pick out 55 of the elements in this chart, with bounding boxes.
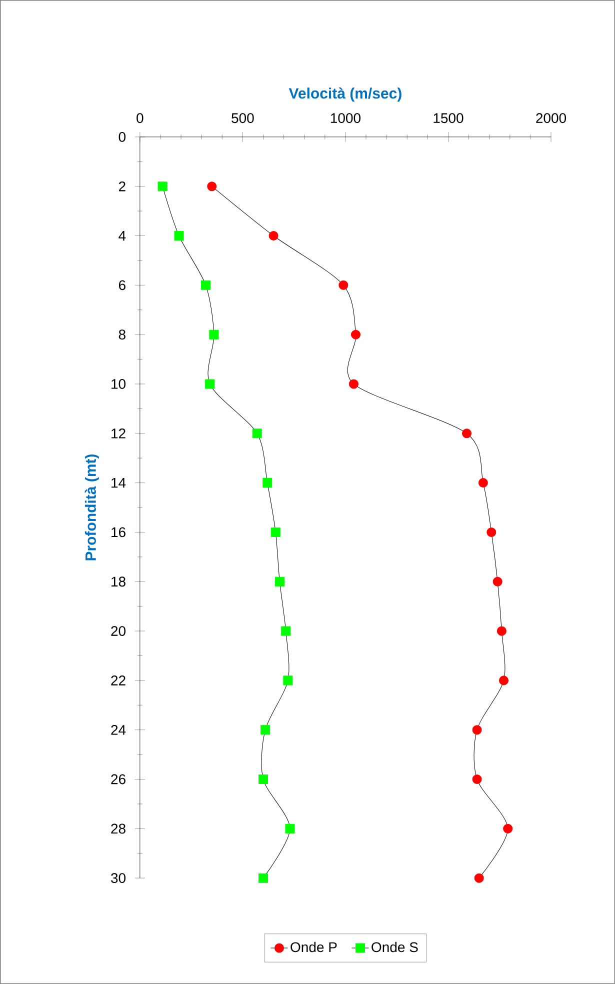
point xyxy=(260,725,270,735)
point xyxy=(486,527,496,537)
point xyxy=(283,676,293,686)
y-tick-label: 0 xyxy=(118,132,126,142)
point xyxy=(499,676,509,686)
point xyxy=(270,527,280,537)
point xyxy=(281,626,291,636)
x-axis-title: Velocità (m/sec) xyxy=(288,88,402,102)
y-tick-label: 4 xyxy=(118,230,126,241)
x-tick-label: 1000 xyxy=(331,113,361,124)
y-tick-label: 14 xyxy=(112,478,126,488)
y-tick-label: 22 xyxy=(111,676,126,686)
y-tick-label: 12 xyxy=(112,428,126,438)
y-tick-label: 10 xyxy=(112,379,126,389)
y-tick-label: 6 xyxy=(119,280,126,290)
point xyxy=(209,330,219,340)
point xyxy=(285,824,295,834)
point xyxy=(274,576,284,586)
point xyxy=(205,379,215,389)
point xyxy=(158,182,168,192)
point xyxy=(351,330,361,340)
point xyxy=(474,873,484,883)
x-tick-label: 500 xyxy=(232,113,254,124)
y-tick-label: 26 xyxy=(111,774,126,784)
y-tick-label: 30 xyxy=(111,873,126,884)
y-tick-label: 28 xyxy=(111,824,126,834)
point xyxy=(258,873,268,883)
point xyxy=(268,231,278,241)
y-tick-label: 20 xyxy=(111,626,126,636)
point xyxy=(258,774,268,784)
y-tick-label: 2 xyxy=(119,181,126,192)
point xyxy=(472,774,482,784)
legend-label: Onde S xyxy=(372,942,418,952)
point xyxy=(348,379,358,389)
y-tick-label: 24 xyxy=(111,724,126,735)
point xyxy=(338,280,348,290)
point xyxy=(262,478,272,488)
y-axis-title: Profondità (mt) xyxy=(84,454,99,560)
point xyxy=(503,824,513,834)
x-tick-label: 1500 xyxy=(434,113,464,124)
point xyxy=(207,182,217,192)
point xyxy=(462,428,472,438)
point xyxy=(472,725,482,735)
legend-label: Onde P xyxy=(290,942,337,952)
y-tick-label: 18 xyxy=(112,576,126,587)
x-tick-label: 0 xyxy=(136,113,144,124)
x-tick-label: 2000 xyxy=(536,113,566,124)
point xyxy=(200,280,210,290)
point xyxy=(492,576,502,586)
y-tick-label: 8 xyxy=(118,330,126,340)
point xyxy=(478,478,488,488)
point xyxy=(496,626,506,636)
point xyxy=(252,428,262,438)
y-tick-label: 16 xyxy=(112,527,126,538)
point xyxy=(174,231,184,241)
